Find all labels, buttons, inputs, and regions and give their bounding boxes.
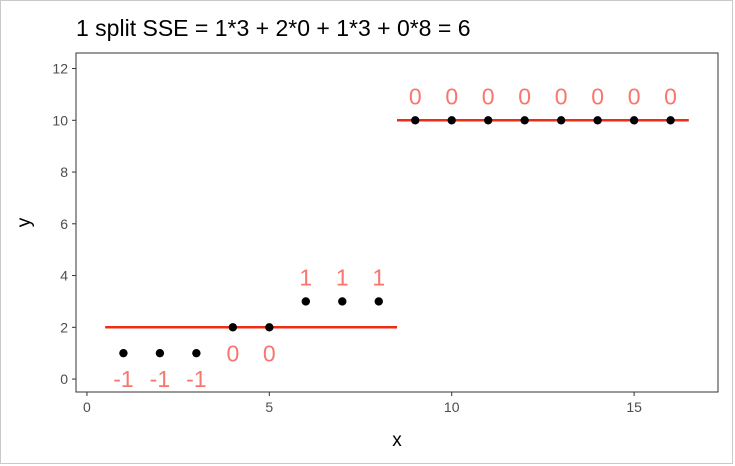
residual-label: -1 bbox=[186, 366, 206, 392]
data-point bbox=[556, 116, 566, 125]
residual-label: 0 bbox=[518, 83, 531, 109]
data-point bbox=[228, 323, 238, 332]
data-point bbox=[593, 116, 602, 125]
residual-label: 1 bbox=[336, 264, 349, 290]
data-point bbox=[301, 297, 311, 306]
data-point bbox=[666, 116, 675, 125]
y-tick-label: 0 bbox=[60, 371, 68, 387]
x-tick-label: 0 bbox=[83, 399, 91, 415]
y-axis-label: y bbox=[14, 217, 35, 227]
data-point bbox=[447, 116, 456, 125]
residual-label: 0 bbox=[482, 83, 495, 109]
residual-label: 1 bbox=[299, 264, 312, 290]
residual-label: 0 bbox=[628, 83, 641, 109]
plot-panel bbox=[75, 52, 719, 393]
residual-label: 0 bbox=[664, 83, 677, 109]
residual-label: 1 bbox=[372, 264, 385, 290]
data-point bbox=[483, 116, 493, 125]
data-point bbox=[338, 297, 347, 306]
x-tick-label: 15 bbox=[626, 399, 642, 415]
data-point bbox=[119, 348, 128, 358]
residual-label: -1 bbox=[150, 366, 170, 392]
chart-title: 1 split SSE = 1*3 + 2*0 + 1*3 + 0*8 = 6 bbox=[76, 15, 470, 41]
residual-labels: -1 -1 -10 01 1 10 0 0 0 0 0 0 0 bbox=[113, 83, 677, 392]
data-points bbox=[119, 116, 675, 358]
residual-label: 0 bbox=[409, 83, 422, 109]
y-tick-label: 10 bbox=[52, 112, 68, 128]
y-tick-label: 2 bbox=[60, 319, 68, 335]
split-lines bbox=[105, 119, 689, 329]
residual-label: 0 bbox=[555, 83, 568, 109]
x-tick-label: 5 bbox=[265, 399, 273, 415]
residual-label: 0 bbox=[226, 340, 239, 366]
y-tick-label: 4 bbox=[60, 268, 68, 284]
data-point bbox=[155, 348, 165, 358]
data-point bbox=[265, 323, 274, 332]
y-tick-label: 6 bbox=[60, 216, 68, 232]
data-point bbox=[192, 348, 201, 358]
data-point bbox=[411, 116, 420, 125]
data-point bbox=[374, 297, 383, 306]
residual-label: 0 bbox=[445, 83, 458, 109]
residual-label: -1 bbox=[113, 366, 133, 392]
data-point bbox=[520, 116, 529, 125]
x-axis-label: x bbox=[392, 430, 402, 451]
residual-label: 0 bbox=[263, 340, 276, 366]
x-tick-label: 10 bbox=[444, 399, 460, 415]
residual-label: 0 bbox=[591, 83, 604, 109]
data-point bbox=[629, 116, 639, 125]
y-tick-label: 8 bbox=[60, 164, 68, 180]
y-tick-label: 12 bbox=[52, 61, 68, 77]
